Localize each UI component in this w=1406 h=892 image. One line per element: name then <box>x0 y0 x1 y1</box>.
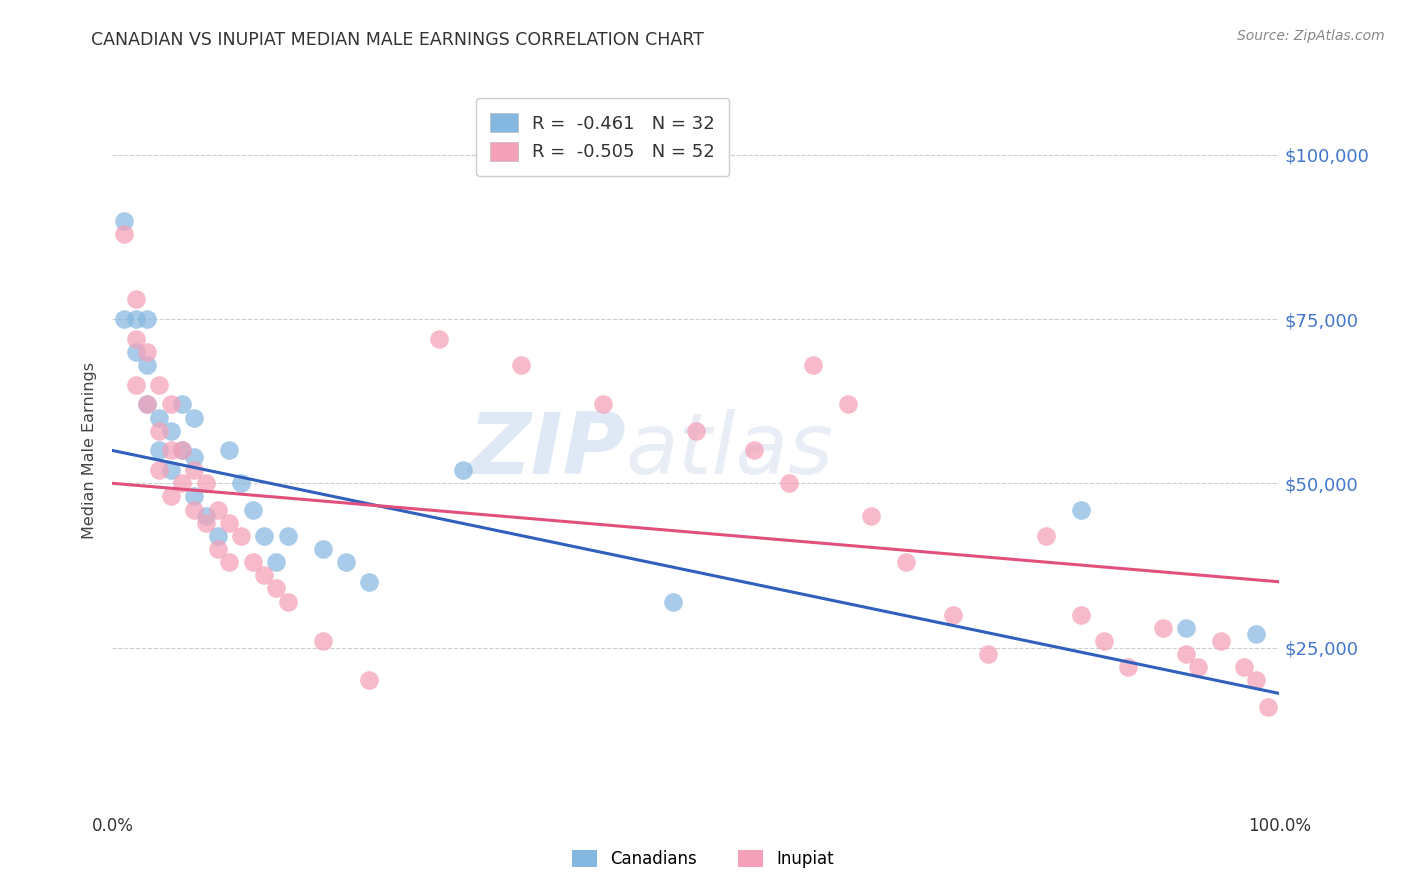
Point <box>264 582 287 596</box>
Point <box>229 476 252 491</box>
Point <box>1035 529 1057 543</box>
Point <box>160 463 183 477</box>
Point <box>311 541 333 556</box>
Point <box>218 516 240 530</box>
Point <box>894 555 917 569</box>
Point <box>1244 627 1267 641</box>
Point <box>125 332 148 346</box>
Point <box>125 377 148 392</box>
Point <box>112 213 135 227</box>
Point <box>311 634 333 648</box>
Point <box>253 529 276 543</box>
Text: CANADIAN VS INUPIAT MEDIAN MALE EARNINGS CORRELATION CHART: CANADIAN VS INUPIAT MEDIAN MALE EARNINGS… <box>91 31 704 49</box>
Point <box>148 443 170 458</box>
Point <box>451 463 474 477</box>
Point <box>125 345 148 359</box>
Point <box>1233 660 1256 674</box>
Point <box>160 490 183 504</box>
Point <box>136 397 159 411</box>
Point <box>1209 634 1232 648</box>
Text: ZIP: ZIP <box>468 409 626 492</box>
Point <box>148 410 170 425</box>
Point <box>1175 621 1198 635</box>
Point <box>276 594 298 608</box>
Point <box>125 312 148 326</box>
Point <box>837 397 859 411</box>
Point <box>160 443 183 458</box>
Point <box>744 443 766 458</box>
Point <box>778 476 800 491</box>
Point <box>148 424 170 438</box>
Point <box>1152 621 1174 635</box>
Point <box>183 410 205 425</box>
Point <box>264 555 287 569</box>
Point <box>194 516 217 530</box>
Point <box>207 529 229 543</box>
Point <box>183 490 205 504</box>
Point <box>148 463 170 477</box>
Point <box>242 555 264 569</box>
Point <box>148 377 170 392</box>
Point <box>194 476 217 491</box>
Point <box>359 574 381 589</box>
Point <box>160 424 183 438</box>
Point <box>860 509 883 524</box>
Text: Source: ZipAtlas.com: Source: ZipAtlas.com <box>1237 29 1385 43</box>
Point <box>253 568 276 582</box>
Point <box>685 424 707 438</box>
Point <box>125 293 148 307</box>
Point <box>136 345 159 359</box>
Point <box>1187 660 1209 674</box>
Point <box>427 332 450 346</box>
Y-axis label: Median Male Earnings: Median Male Earnings <box>82 362 97 539</box>
Point <box>661 594 683 608</box>
Point <box>172 443 194 458</box>
Point <box>207 541 229 556</box>
Point <box>592 397 614 411</box>
Point <box>183 502 205 516</box>
Point <box>160 397 183 411</box>
Point <box>509 358 531 372</box>
Point <box>218 555 240 569</box>
Point <box>1070 502 1092 516</box>
Point <box>242 502 264 516</box>
Point <box>976 647 998 661</box>
Point <box>207 502 229 516</box>
Legend: Canadians, Inupiat: Canadians, Inupiat <box>565 843 841 875</box>
Point <box>218 443 240 458</box>
Point <box>136 397 159 411</box>
Point <box>112 312 135 326</box>
Point <box>1070 607 1092 622</box>
Text: atlas: atlas <box>626 409 834 492</box>
Point <box>1257 699 1279 714</box>
Point <box>136 358 159 372</box>
Point <box>112 227 135 241</box>
Point <box>801 358 824 372</box>
Point <box>172 476 194 491</box>
Point <box>276 529 298 543</box>
Point <box>1175 647 1198 661</box>
Point <box>1244 673 1267 688</box>
Point <box>335 555 357 569</box>
Point <box>194 509 217 524</box>
Point <box>229 529 252 543</box>
Point <box>1094 634 1116 648</box>
Point <box>359 673 381 688</box>
Point <box>183 450 205 464</box>
Point <box>136 312 159 326</box>
Point <box>942 607 965 622</box>
Point <box>1116 660 1139 674</box>
Point <box>172 443 194 458</box>
Point <box>183 463 205 477</box>
Legend: R =  -0.461   N = 32, R =  -0.505   N = 52: R = -0.461 N = 32, R = -0.505 N = 52 <box>477 98 730 176</box>
Point <box>172 397 194 411</box>
